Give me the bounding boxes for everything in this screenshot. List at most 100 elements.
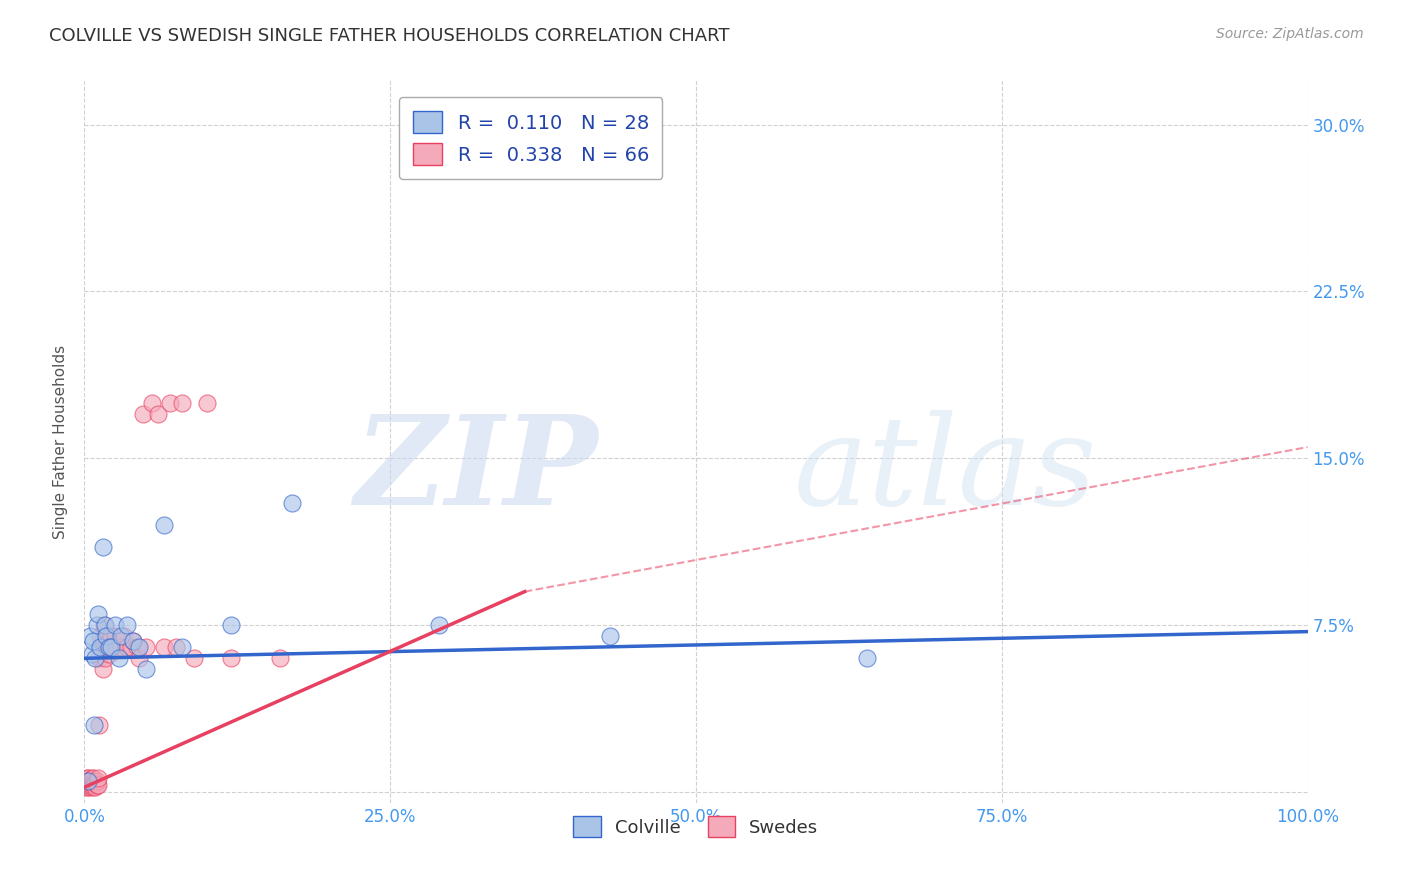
Point — [89, 640, 111, 655]
Point — [104, 629, 127, 643]
Point — [122, 633, 145, 648]
Point — [87, 772, 110, 786]
Point — [84, 776, 107, 790]
Point — [79, 780, 101, 795]
Point — [153, 517, 176, 532]
Point — [91, 540, 114, 554]
Point — [89, 629, 111, 643]
Point — [89, 640, 111, 655]
Point — [86, 618, 108, 632]
Point — [97, 647, 120, 661]
Point — [125, 640, 148, 655]
Point — [183, 651, 205, 665]
Point — [132, 407, 155, 421]
Point — [172, 640, 194, 655]
Point — [84, 780, 107, 795]
Point — [115, 618, 138, 632]
Point — [110, 629, 132, 643]
Point — [75, 780, 97, 795]
Point — [219, 651, 242, 665]
Point — [90, 640, 112, 655]
Point — [83, 778, 105, 792]
Point — [80, 647, 103, 661]
Point — [77, 772, 100, 786]
Point — [86, 778, 108, 792]
Point — [84, 651, 107, 665]
Point — [76, 778, 98, 792]
Point — [87, 651, 110, 665]
Point — [86, 773, 108, 788]
Text: COLVILLE VS SWEDISH SINGLE FATHER HOUSEHOLDS CORRELATION CHART: COLVILLE VS SWEDISH SINGLE FATHER HOUSEH… — [49, 27, 730, 45]
Point — [100, 629, 122, 643]
Point — [87, 607, 110, 621]
Point — [80, 776, 103, 790]
Point — [141, 395, 163, 409]
Point — [97, 633, 120, 648]
Point — [94, 651, 117, 665]
Point — [77, 776, 100, 790]
Point — [110, 640, 132, 655]
Point — [83, 718, 105, 732]
Point — [107, 633, 129, 648]
Point — [100, 640, 122, 655]
Point — [79, 629, 101, 643]
Point — [91, 633, 114, 648]
Point — [83, 773, 105, 788]
Text: atlas: atlas — [794, 409, 1097, 532]
Point — [128, 651, 150, 665]
Y-axis label: Single Father Households: Single Father Households — [53, 344, 69, 539]
Point — [87, 718, 110, 732]
Point — [153, 640, 176, 655]
Point — [77, 773, 100, 788]
Point — [427, 618, 450, 632]
Point — [96, 629, 118, 643]
Point — [107, 651, 129, 665]
Text: Source: ZipAtlas.com: Source: ZipAtlas.com — [1216, 27, 1364, 41]
Point — [115, 640, 138, 655]
Point — [79, 773, 101, 788]
Point — [135, 640, 157, 655]
Point — [172, 395, 194, 409]
Point — [93, 640, 115, 655]
Point — [146, 407, 169, 421]
Legend: Colville, Swedes: Colville, Swedes — [567, 809, 825, 845]
Point — [79, 778, 101, 792]
Point — [128, 640, 150, 655]
Point — [195, 395, 218, 409]
Point — [80, 778, 103, 792]
Point — [101, 640, 124, 655]
Point — [219, 618, 242, 632]
Point — [120, 640, 142, 655]
Point — [97, 640, 120, 655]
Point — [112, 629, 135, 643]
Point — [104, 618, 127, 632]
Point — [87, 778, 110, 792]
Text: ZIP: ZIP — [354, 409, 598, 532]
Point — [82, 633, 104, 648]
Point — [77, 773, 100, 788]
Point — [96, 629, 118, 643]
Point — [599, 629, 621, 643]
Point — [96, 640, 118, 655]
Point — [77, 778, 100, 792]
Point — [159, 395, 181, 409]
Point — [269, 651, 291, 665]
Point — [135, 662, 157, 676]
Point — [82, 780, 104, 795]
Point — [77, 780, 100, 795]
Point — [165, 640, 187, 655]
Point — [98, 640, 121, 655]
Point — [94, 618, 117, 632]
Point — [105, 640, 128, 655]
Point — [97, 640, 120, 655]
Point — [122, 633, 145, 648]
Point — [76, 772, 98, 786]
Point — [80, 772, 103, 786]
Point — [281, 496, 304, 510]
Point — [856, 651, 879, 665]
Point — [82, 776, 104, 790]
Point — [93, 618, 115, 632]
Point — [75, 773, 97, 788]
Point — [91, 662, 114, 676]
Point — [82, 772, 104, 786]
